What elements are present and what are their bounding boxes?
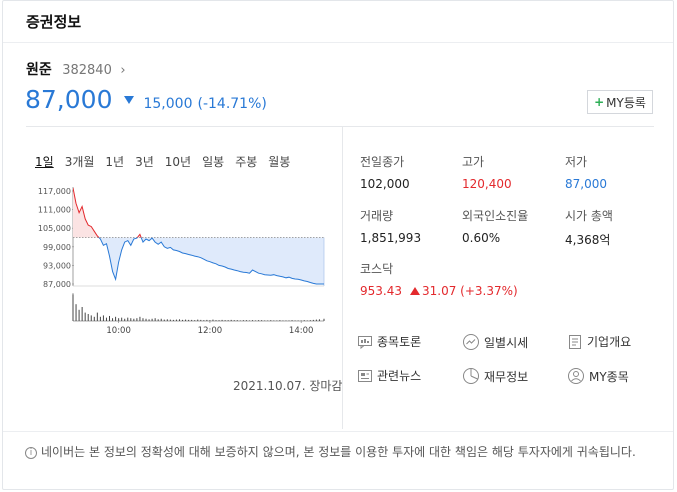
stat-low: 저가 87,000 <box>565 153 665 191</box>
link-label: MY종목 <box>589 369 629 384</box>
clock-icon <box>463 368 479 384</box>
tab-1y[interactable]: 1년 <box>105 155 125 169</box>
stat-label: 시가 총액 <box>565 209 613 223</box>
price-line-down <box>98 237 324 285</box>
stat-foreign-ratio: 외국인소진율 0.60% <box>462 207 562 245</box>
stat-volume: 거래량 1,851,993 <box>360 207 460 245</box>
up-triangle-icon <box>410 287 420 295</box>
tab-weekly[interactable]: 주봉 <box>235 155 258 169</box>
trend-icon <box>463 334 479 350</box>
link-financial-info[interactable]: 재무정보 <box>462 367 528 385</box>
tab-daily[interactable]: 일봉 <box>202 155 225 169</box>
link-label: 일별시세 <box>484 335 529 350</box>
stat-prev-close: 전일종가 102,000 <box>360 153 460 191</box>
y-tick-label: 93,000 <box>43 261 71 270</box>
link-daily-price[interactable]: 일별시세 <box>462 333 528 351</box>
stock-name[interactable]: 원준 <box>26 62 52 78</box>
link-label: 재무정보 <box>484 369 529 384</box>
horizontal-divider <box>26 126 654 127</box>
area-fill-down <box>73 237 324 284</box>
down-triangle-icon <box>124 96 135 104</box>
stat-value: 1,851,993 <box>360 231 422 245</box>
stat-value: 120,400 <box>462 177 512 191</box>
link-company-overview[interactable]: 기업개요 <box>567 333 631 350</box>
stat-value: 0.60% <box>462 231 501 245</box>
news-icon <box>358 369 372 382</box>
tab-3m[interactable]: 3개월 <box>64 155 95 169</box>
my-register-label: MY등록 <box>606 95 646 110</box>
link-discussion[interactable]: 종목토론 <box>357 333 421 350</box>
link-label: 관련뉴스 <box>377 369 422 383</box>
tab-monthly[interactable]: 월봉 <box>268 155 291 169</box>
header-title: 증권정보 <box>26 13 82 31</box>
stat-label: 전일종가 <box>360 155 405 169</box>
stat-value: 4,368억 <box>565 233 611 247</box>
y-tick-label: 117,000 <box>38 187 71 196</box>
disclaimer-text: 네이버는 본 정보의 정확성에 대해 보증하지 않으며, 본 정보를 이용한 투… <box>41 445 636 459</box>
chevron-right-icon[interactable]: › <box>120 63 126 78</box>
link-label: 기업개요 <box>587 335 632 349</box>
y-tick-label: 111,000 <box>38 206 71 215</box>
stat-high: 고가 120,400 <box>462 153 562 191</box>
tab-3y[interactable]: 3년 <box>135 155 154 169</box>
y-tick-label: 105,000 <box>38 224 71 233</box>
period-tabs: 1일 3개월 1년 3년 10년 일봉 주봉 월봉 <box>35 153 301 170</box>
document-icon <box>569 334 581 349</box>
stat-label: 거래량 <box>360 209 394 223</box>
user-icon <box>568 368 584 384</box>
chat-icon <box>358 335 372 349</box>
link-my-stocks[interactable]: MY종목 <box>567 367 629 385</box>
stat-value: 102,000 <box>360 177 410 191</box>
stat-value: 87,000 <box>565 177 607 191</box>
price-change-pct: (-14.71%) <box>197 96 267 112</box>
tab-1d[interactable]: 1일 <box>35 155 54 169</box>
stock-code[interactable]: 382840 <box>62 63 112 78</box>
kosdaq-index: 코스닥 953.43 31.07 (+3.37%) <box>360 260 518 298</box>
stock-name-row[interactable]: 원준 382840 › <box>26 59 126 79</box>
tab-10y[interactable]: 10년 <box>164 155 192 169</box>
card-header: 증권정보 <box>3 1 673 43</box>
chart-date: 2021.10.07. 장마감 <box>233 379 343 393</box>
vertical-divider <box>342 127 343 429</box>
stat-label: 고가 <box>462 155 485 169</box>
stat-label: 저가 <box>565 155 588 169</box>
price-change: 15,000 <box>143 96 193 112</box>
intraday-price-chart[interactable]: 117,000 111,000 105,000 99,000 93,000 87,000 1… <box>31 181 331 341</box>
current-price: 87,000 <box>25 85 113 114</box>
x-tick-label: 12:00 <box>198 326 223 336</box>
kosdaq-label: 코스닥 <box>360 262 394 276</box>
kosdaq-value-row: 953.43 31.07 (+3.37%) <box>360 284 518 298</box>
stat-label: 외국인소진율 <box>462 209 529 223</box>
x-tick-label: 10:00 <box>106 326 130 336</box>
my-register-button[interactable]: + MY등록 <box>587 90 653 114</box>
plus-icon: + <box>594 95 605 109</box>
y-tick-label: 87,000 <box>43 280 71 289</box>
price-row: 87,000 15,000 (-14.71%) <box>25 85 267 114</box>
kosdaq-value: 953.43 <box>360 284 402 298</box>
info-icon: i <box>25 447 37 459</box>
kosdaq-change: 31.07 (+3.37%) <box>422 284 518 298</box>
stat-market-cap: 시가 총액 4,368억 <box>565 207 665 248</box>
link-label: 종목토론 <box>377 335 422 349</box>
disclaimer-footer: i 네이버는 본 정보의 정확성에 대해 보증하지 않으며, 본 정보를 이용한 … <box>3 431 673 489</box>
x-tick-label: 14:00 <box>289 326 314 336</box>
y-tick-label: 99,000 <box>43 243 71 252</box>
link-related-news[interactable]: 관련뉴스 <box>357 367 421 384</box>
